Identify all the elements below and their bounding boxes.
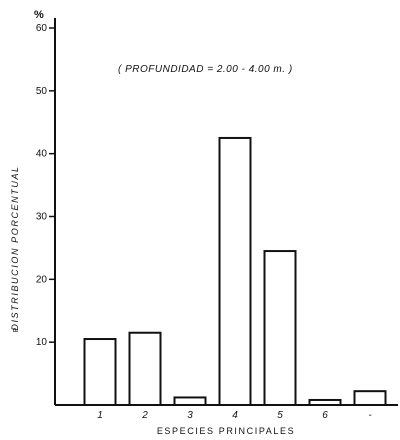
x-category-label: 5 [277, 410, 283, 421]
x-axis-title: ESPECIES PRINCIPALES [157, 426, 295, 436]
y-tick-label: 50 [36, 86, 48, 97]
x-category-label: - [368, 410, 372, 421]
y-tick-label: 10 [36, 337, 48, 348]
x-category-label: 1 [97, 410, 103, 421]
y-unit-label: % [34, 9, 44, 21]
bars-group [83, 136, 387, 406]
bar-5 [263, 250, 297, 406]
y-axis-title: DISTRIBUCION PORCENTUAL [10, 165, 20, 330]
chart-annotation: ( PROFUNDIDAD = 2.00 - 4.00 m. ) [118, 64, 293, 75]
bar-3 [173, 396, 207, 406]
x-category-label: 6 [322, 410, 328, 421]
y-tick-label: 40 [36, 149, 48, 160]
x-category-label: 4 [232, 410, 238, 421]
x-labels-group: 1 2 3 4 5 6 - [97, 410, 372, 421]
bar-7 [353, 390, 387, 406]
x-category-label: 2 [141, 410, 148, 421]
x-category-label: 3 [187, 410, 193, 421]
y-ticks-group: 10 20 30 40 50 60 [36, 23, 55, 348]
bar-2 [128, 331, 162, 406]
y-axis-prefix: P [13, 327, 20, 332]
bar-1 [83, 338, 117, 406]
y-tick-label: 60 [36, 23, 48, 34]
bar-4 [218, 136, 252, 406]
y-tick-label: 20 [36, 274, 48, 285]
y-tick-label: 30 [36, 212, 48, 223]
